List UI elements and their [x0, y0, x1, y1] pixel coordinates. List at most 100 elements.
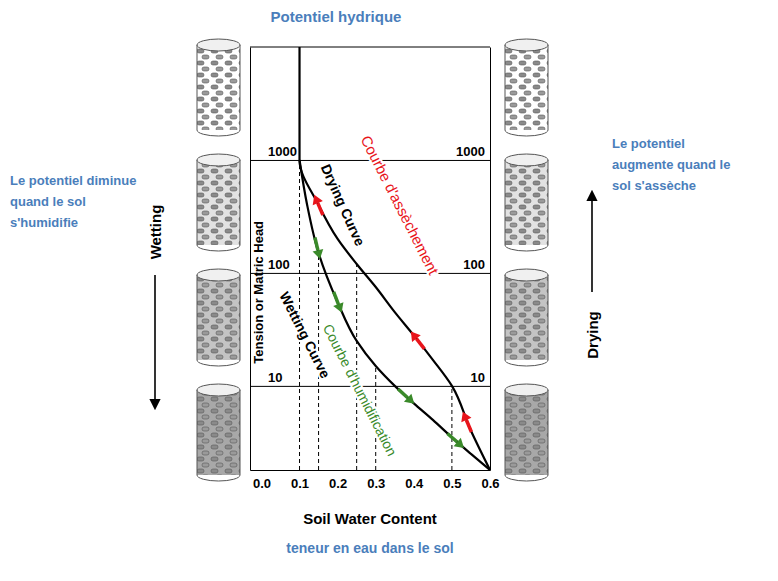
cylinder-body — [505, 45, 548, 130]
arrow-shaft — [315, 238, 318, 251]
cylinder-outline — [197, 160, 240, 251]
y2-axis-line — [490, 48, 491, 471]
frame-top — [250, 47, 490, 48]
cylinder-outline — [197, 275, 240, 366]
cylinder-body — [197, 45, 240, 130]
curve-label-translation: Courbe d'humidification — [320, 321, 400, 458]
cylinder-pebbles — [505, 45, 548, 130]
side-note-line: Le potentiel — [612, 136, 685, 151]
direction-arrow — [398, 389, 414, 404]
direction-arrow — [313, 238, 324, 259]
arrow-head — [411, 332, 421, 342]
x-tick-label: 0.3 — [367, 476, 385, 491]
cylinder-outline — [505, 45, 548, 136]
arrow-head — [313, 249, 324, 259]
x-tick: 0.5 — [443, 470, 461, 491]
cylinder-top — [505, 39, 548, 51]
direction-arrow — [333, 292, 343, 313]
cylinder-top — [197, 269, 240, 281]
y-tick: 100 — [250, 257, 490, 274]
y2-tick-label: 1000 — [456, 144, 485, 159]
cylinder-pebbles — [505, 160, 548, 245]
chart: 1010010001010010000.00.10.20.30.40.50.6T… — [0, 0, 778, 581]
cylinder-top — [197, 154, 240, 166]
plot-texts: Tension or Matric HeadDrying CurveCourbe… — [251, 133, 443, 459]
process-arrow — [154, 275, 156, 408]
cylinder-top — [505, 269, 548, 281]
soil-cylinder — [197, 39, 240, 136]
grid-line — [250, 273, 490, 274]
y2-tick: 100 — [463, 257, 490, 274]
x-tick: 0.0 — [253, 470, 271, 491]
x-tick-label: 0.4 — [405, 476, 424, 491]
arrow-shaft — [447, 433, 457, 442]
soil-cylinder — [505, 154, 548, 251]
drop-line — [451, 386, 452, 470]
x-tick-label: 0.5 — [443, 476, 461, 491]
process-label: Drying — [584, 311, 601, 359]
cylinder-outline — [505, 275, 548, 366]
x-axis-title-translation: teneur en eau dans le sol — [286, 540, 453, 556]
x-axis-line — [251, 470, 491, 471]
cylinder-top — [505, 154, 548, 166]
cylinder-top — [197, 384, 240, 396]
cylinder-body — [197, 275, 240, 360]
direction-arrow — [411, 332, 425, 349]
x-tick-label: 0.2 — [329, 476, 347, 491]
x-tick: 0.2 — [329, 470, 347, 491]
y-tick-label: 10 — [268, 370, 282, 385]
x-tick: 0.3 — [367, 470, 385, 491]
y2-tick-label: 10 — [471, 370, 485, 385]
chart-title: Potentiel hydrique — [271, 8, 402, 25]
arrow-head — [404, 394, 414, 404]
soil-cylinder — [505, 384, 548, 481]
y-tick: 10 — [250, 370, 490, 387]
x-axis: 0.00.10.20.30.40.50.6 — [251, 470, 500, 491]
cylinder-pebbles — [197, 160, 240, 245]
cylinder-pebbles — [197, 45, 240, 130]
process-arrow — [591, 192, 593, 292]
cylinder-body — [197, 390, 240, 475]
grid-line — [250, 386, 490, 387]
plot-background — [250, 47, 490, 470]
curve — [300, 47, 490, 470]
x-tick-label: 0.0 — [253, 476, 271, 491]
soil-cylinder — [505, 269, 548, 366]
cylinder-top — [197, 39, 240, 51]
cylinder-top — [505, 384, 548, 396]
soil-cylinder — [197, 154, 240, 251]
arrow-head — [461, 412, 471, 422]
direction-arrow — [447, 433, 464, 447]
y2-tick: 10 — [471, 370, 490, 387]
arrow-shaft — [466, 420, 471, 432]
cylinder-body — [197, 160, 240, 245]
x-tick: 0.4 — [405, 470, 424, 491]
cylinder-pebbles — [505, 275, 548, 360]
curve-label: Drying Curve — [318, 162, 368, 249]
arrow-head — [333, 302, 343, 312]
y2-tick: 1000 — [456, 144, 490, 161]
soil-cylinder — [505, 39, 548, 136]
side-note: Le potentiel diminuequand le sols'humidi… — [10, 173, 136, 230]
cylinder-outline — [197, 45, 240, 136]
cylinder-body — [505, 275, 548, 360]
arrow-shaft — [334, 292, 339, 304]
soil-cylinder — [197, 269, 240, 366]
direction-arrow — [461, 412, 471, 432]
soil-cylinder — [197, 384, 240, 481]
cylinder-outline — [505, 390, 548, 481]
x-axis-title: Soil Water Content — [303, 510, 437, 527]
cylinder-body — [505, 160, 548, 245]
process-label: Wetting — [147, 205, 164, 260]
x-tick: 0.1 — [291, 470, 309, 491]
side-note-line: quand le sol — [10, 194, 86, 209]
cylinder-pebbles — [197, 275, 240, 360]
curve-label-translation: Courbe d'assèchement — [358, 133, 443, 278]
side-note-line: s'humidifie — [10, 215, 78, 230]
side-note: Le potentielaugmente quand lesol s'assèc… — [612, 136, 730, 193]
cylinder-outline — [197, 390, 240, 481]
side-note-line: augmente quand le — [612, 157, 730, 172]
direction-arrow — [313, 195, 323, 215]
x-tick-label: 0.1 — [291, 476, 309, 491]
y-axis-title: Tension or Matric Head — [251, 221, 266, 364]
